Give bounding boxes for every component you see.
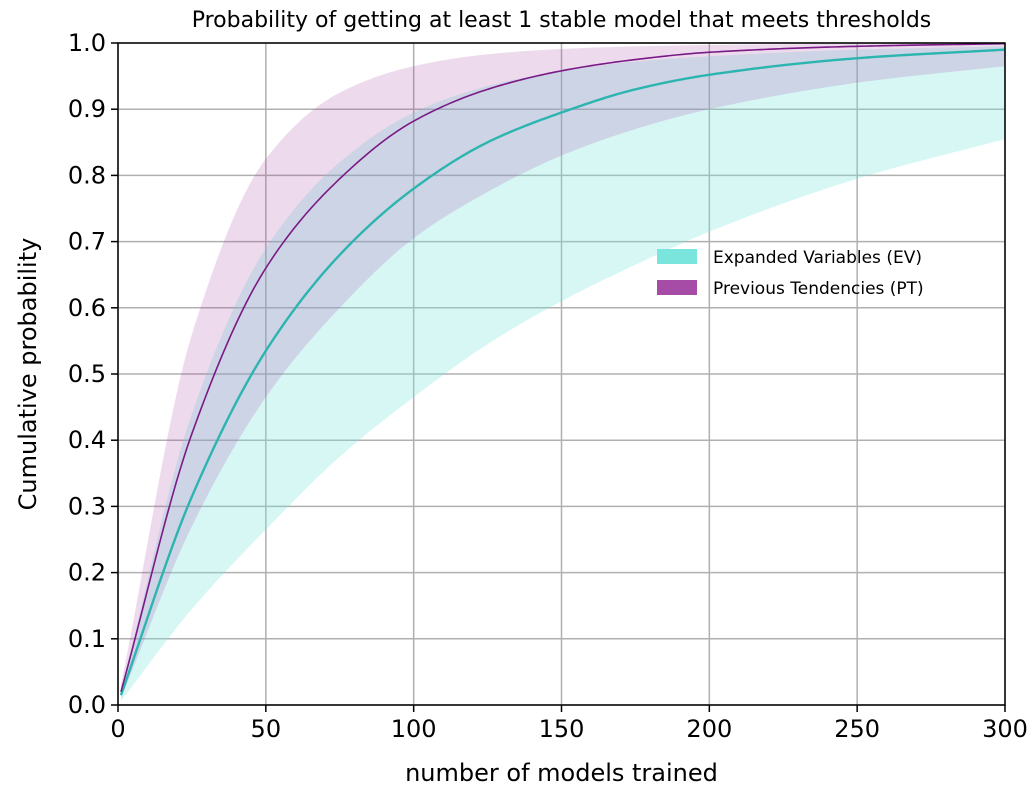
y-tick-label: 0.5	[68, 360, 106, 388]
series-line-ev	[119, 48, 1006, 696]
x-axis-title: number of models trained	[405, 759, 718, 787]
x-tick-label: 150	[539, 715, 585, 743]
y-tick-label: 0.8	[68, 161, 106, 189]
x-tick-label: 200	[686, 715, 732, 743]
legend-swatch	[657, 249, 697, 264]
legend-label: Previous Tendencies (PT)	[713, 279, 924, 299]
x-tick-label: 300	[982, 715, 1028, 743]
y-tick-label: 0.6	[68, 294, 106, 322]
y-tick-label: 0.4	[68, 426, 106, 454]
series-line-pt	[120, 42, 1006, 692]
x-axis-ticks: 0 50 100 150 200 250 300	[110, 705, 1028, 743]
legend-label: Expanded Variables (EV)	[713, 248, 922, 268]
confidence-band-ev	[120, 46, 1005, 702]
y-tick-label: 0.0	[68, 691, 106, 719]
y-tick-label: 0.9	[68, 95, 106, 123]
y-tick-label: 0.1	[68, 625, 106, 653]
y-axis-ticks: 0.0 0.1 0.2 0.3 0.4 0.5 0.6 0.7 0.8 0.9 1.0	[68, 29, 118, 719]
y-axis-title: Cumulative probability	[14, 238, 42, 511]
x-tick-label: 100	[391, 715, 437, 743]
y-tick-label: 1.0	[68, 29, 106, 57]
y-tick-label: 0.7	[68, 228, 106, 256]
x-tick-label: 250	[834, 715, 880, 743]
confidence-bands	[120, 43, 1005, 702]
x-tick-label: 0	[110, 715, 125, 743]
series-lines	[119, 42, 1006, 696]
legend: Expanded Variables (EV) Previous Tendenci…	[657, 248, 924, 299]
legend-swatch	[657, 280, 697, 295]
y-tick-label: 0.3	[68, 492, 106, 520]
chart-title: Probability of getting at least 1 stable…	[192, 8, 932, 33]
x-tick-label: 50	[251, 715, 282, 743]
y-tick-label: 0.2	[68, 559, 106, 587]
confidence-band-pt	[120, 43, 1005, 699]
